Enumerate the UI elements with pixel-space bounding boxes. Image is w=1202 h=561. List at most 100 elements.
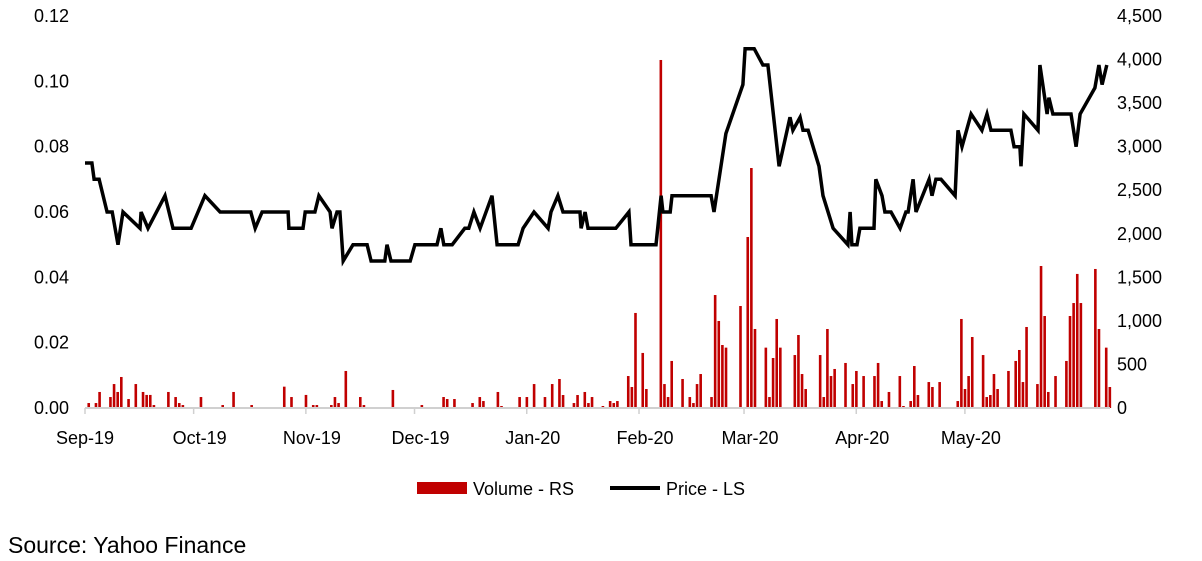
- volume-bar: [873, 376, 876, 408]
- volume-bar: [909, 401, 912, 408]
- volume-bar: [1014, 360, 1017, 408]
- left-tick-label: 0.10: [34, 71, 69, 91]
- volume-bar: [558, 378, 561, 408]
- volume-bar: [746, 237, 750, 408]
- volume-bar: [739, 305, 742, 408]
- volume-bar: [453, 399, 456, 408]
- volume-bar: [692, 403, 695, 408]
- volume-bar: [420, 405, 424, 408]
- volume-bar: [304, 394, 308, 408]
- volume-bar: [290, 397, 293, 408]
- volume-bar: [996, 389, 999, 408]
- volume-bar: [543, 397, 547, 408]
- legend-price-label: Price - LS: [666, 479, 745, 499]
- volume-bar: [612, 403, 616, 408]
- volume-bar: [590, 397, 594, 408]
- volume-bar: [800, 374, 804, 408]
- volume-bar: [330, 405, 333, 408]
- volume-bar: [1079, 303, 1083, 408]
- volume-bar: [109, 397, 112, 408]
- volume-bar: [1065, 360, 1068, 408]
- volume-bar: [989, 395, 992, 408]
- volume-bar: [94, 403, 98, 408]
- volume-bar: [880, 401, 884, 408]
- volume-bar: [793, 355, 797, 408]
- x-tick-label: Jan-20: [505, 428, 560, 448]
- volume-bar: [112, 384, 116, 408]
- volume-bar: [471, 403, 474, 408]
- volume-bar: [500, 405, 503, 408]
- volume-bar: [717, 320, 721, 408]
- volume-bar: [177, 403, 181, 408]
- right-tick-label: 2,500: [1117, 180, 1162, 200]
- volume-bars: [87, 59, 1112, 408]
- volume-bar: [445, 399, 449, 408]
- volume-bar: [1097, 328, 1101, 408]
- volume-bar: [482, 401, 485, 408]
- legend-volume-label: Volume - RS: [473, 479, 574, 499]
- volume-bar: [844, 362, 847, 408]
- volume-bar: [315, 405, 319, 408]
- volume-bar: [148, 394, 152, 408]
- volume-bar: [1054, 376, 1057, 408]
- volume-bar: [681, 378, 684, 408]
- volume-bar: [641, 352, 645, 408]
- volume-bar: [358, 397, 362, 408]
- volume-bar: [478, 397, 482, 408]
- x-tick-label: Sep-19: [56, 428, 114, 448]
- left-tick-label: 0.02: [34, 333, 69, 353]
- volume-bar: [833, 368, 836, 408]
- left-tick-label: 0.06: [34, 202, 69, 222]
- volume-bar: [992, 374, 996, 408]
- volume-bar: [898, 376, 902, 408]
- volume-bar: [337, 403, 340, 408]
- volume-bar: [1108, 387, 1112, 408]
- volume-bar: [616, 401, 619, 408]
- left-tick-label: 0.12: [34, 6, 69, 26]
- volume-bar: [938, 382, 941, 408]
- volume-bar: [967, 376, 970, 408]
- volume-bar: [174, 397, 177, 408]
- volume-bar: [855, 370, 858, 408]
- volume-bar: [724, 347, 728, 408]
- volume-bar: [221, 405, 224, 408]
- volume-bar: [152, 405, 156, 408]
- volume-bar: [496, 391, 500, 408]
- volume-bar: [572, 403, 576, 408]
- volume-bar: [250, 405, 253, 408]
- volume-bar: [826, 328, 829, 408]
- volume-bar: [970, 337, 974, 408]
- volume-bar: [956, 401, 960, 408]
- right-tick-label: 3,000: [1117, 137, 1162, 157]
- right-tick-label: 1,000: [1117, 311, 1162, 331]
- volume-bar: [1104, 347, 1108, 408]
- volume-bar: [1046, 391, 1050, 408]
- volume-bar: [1021, 382, 1025, 408]
- volume-bar: [981, 355, 985, 408]
- x-tick-label: Feb-20: [616, 428, 673, 448]
- volume-bar: [1036, 384, 1039, 408]
- volume-bar: [688, 397, 692, 408]
- volume-bar: [804, 389, 807, 408]
- volume-bar: [232, 391, 235, 408]
- volume-bar: [608, 401, 612, 408]
- volume-bar: [116, 391, 119, 408]
- x-tick-label: May-20: [941, 428, 1001, 448]
- volume-bar: [141, 391, 145, 408]
- right-tick-label: 3,500: [1117, 93, 1162, 113]
- volume-bar: [127, 399, 130, 408]
- right-tick-label: 4,500: [1117, 6, 1162, 26]
- volume-bar: [1018, 349, 1021, 408]
- left-tick-label: 0.04: [34, 267, 69, 287]
- volume-bar: [134, 384, 138, 408]
- volume-bar: [779, 347, 782, 408]
- x-tick-label: Nov-19: [283, 428, 341, 448]
- right-tick-label: 4,000: [1117, 50, 1162, 70]
- volume-bar: [695, 384, 699, 408]
- volume-bar: [1075, 273, 1079, 408]
- volume-bar: [916, 395, 920, 408]
- right-tick-label: 500: [1117, 354, 1147, 374]
- volume-bar: [561, 395, 565, 408]
- volume-bar: [750, 168, 753, 408]
